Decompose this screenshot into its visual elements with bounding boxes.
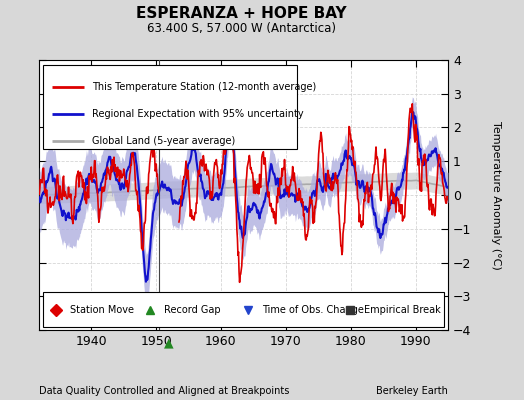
- Text: Regional Expectation with 95% uncertainty: Regional Expectation with 95% uncertaint…: [92, 109, 304, 119]
- Text: Empirical Break: Empirical Break: [364, 305, 441, 315]
- Text: 63.400 S, 57.000 W (Antarctica): 63.400 S, 57.000 W (Antarctica): [147, 22, 335, 35]
- Text: Data Quality Controlled and Aligned at Breakpoints: Data Quality Controlled and Aligned at B…: [39, 386, 290, 396]
- Text: Record Gap: Record Gap: [164, 305, 221, 315]
- Text: Station Move: Station Move: [70, 305, 134, 315]
- Text: Time of Obs. Change: Time of Obs. Change: [262, 305, 364, 315]
- Text: This Temperature Station (12-month average): This Temperature Station (12-month avera…: [92, 82, 316, 92]
- Text: Global Land (5-year average): Global Land (5-year average): [92, 136, 236, 146]
- Text: ESPERANZA + HOPE BAY: ESPERANZA + HOPE BAY: [136, 6, 346, 21]
- Text: ▲: ▲: [164, 336, 174, 349]
- FancyBboxPatch shape: [43, 65, 297, 149]
- Text: Berkeley Earth: Berkeley Earth: [376, 386, 448, 396]
- FancyBboxPatch shape: [43, 292, 444, 327]
- Y-axis label: Temperature Anomaly (°C): Temperature Anomaly (°C): [490, 121, 501, 269]
